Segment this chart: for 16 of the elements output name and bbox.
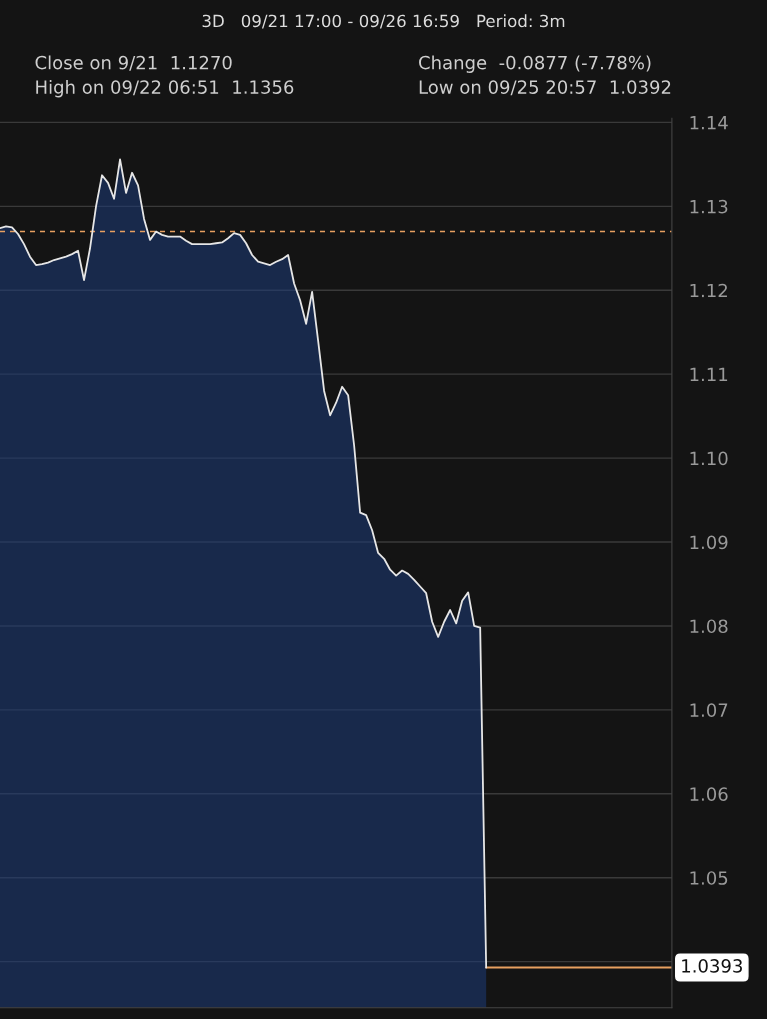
text: Change -0.0877 (-7.78%): [419, 55, 651, 73]
chart-title: 3D 09/21 17:00 - 09/26 16:59 Period: 3m: [202, 14, 565, 29]
text: Close on 9/21 1.1270: [35, 55, 232, 71]
y-tick-label: 1.11: [690, 367, 728, 382]
y-tick-label: 1.05: [690, 871, 728, 885]
y-tick-label: 1.13: [690, 199, 728, 214]
y-tick-label: 1.12: [690, 283, 727, 298]
text: High on 09/22 06:51 1.1356: [36, 79, 294, 98]
y-tick-label: 1.08: [690, 619, 728, 634]
y-tick-label: 1.09: [690, 535, 728, 550]
y-tick-label: 1.14: [690, 116, 728, 130]
text: Low on 09/25 20:57 1.0392: [419, 80, 671, 96]
y-tick-label: 1.07: [690, 703, 728, 717]
ref-line-label: 1.0393: [682, 959, 742, 973]
y-tick-label: 1.06: [690, 787, 728, 801]
y-tick-label: 1.10: [690, 451, 728, 466]
